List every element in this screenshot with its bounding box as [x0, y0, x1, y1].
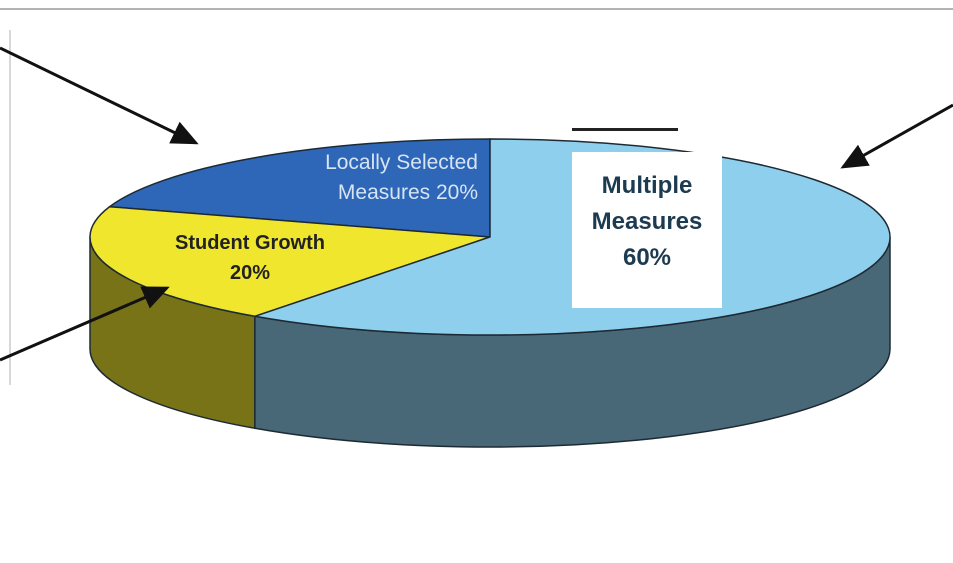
- slice-label-multiple-measures-line3: 60%: [622, 244, 672, 271]
- slice-label-multiple-measures: Multiple Measures 60%: [572, 168, 722, 276]
- slice-label-student-growth: Student Growth 20%: [150, 228, 350, 288]
- pie-slice-0: [107, 138, 491, 238]
- slice-label-locally-selected-line2: Measures 20%: [337, 181, 478, 204]
- slice-label-locally-selected-line1: Locally Selected: [325, 151, 478, 174]
- pointer-arrows: [0, 46, 953, 362]
- pie-slice-1: [89, 205, 491, 318]
- slice-label-multiple-measures-line2: Measures: [591, 208, 703, 235]
- slice-label-student-growth-line2: 20%: [229, 262, 271, 284]
- slice-label-locally-selected: Locally Selected Measures 20%: [248, 148, 478, 208]
- slice-label-multiple-measures-line1: Multiple: [601, 172, 693, 199]
- pointer-arrow-2: [0, 286, 170, 362]
- pointer-arrow-0: [0, 46, 199, 145]
- label-box-top-line: [572, 128, 678, 131]
- slice-label-box: [572, 152, 722, 308]
- pointer-arrow-1: [840, 103, 953, 169]
- slice-label-student-growth-line1: Student Growth: [175, 232, 325, 254]
